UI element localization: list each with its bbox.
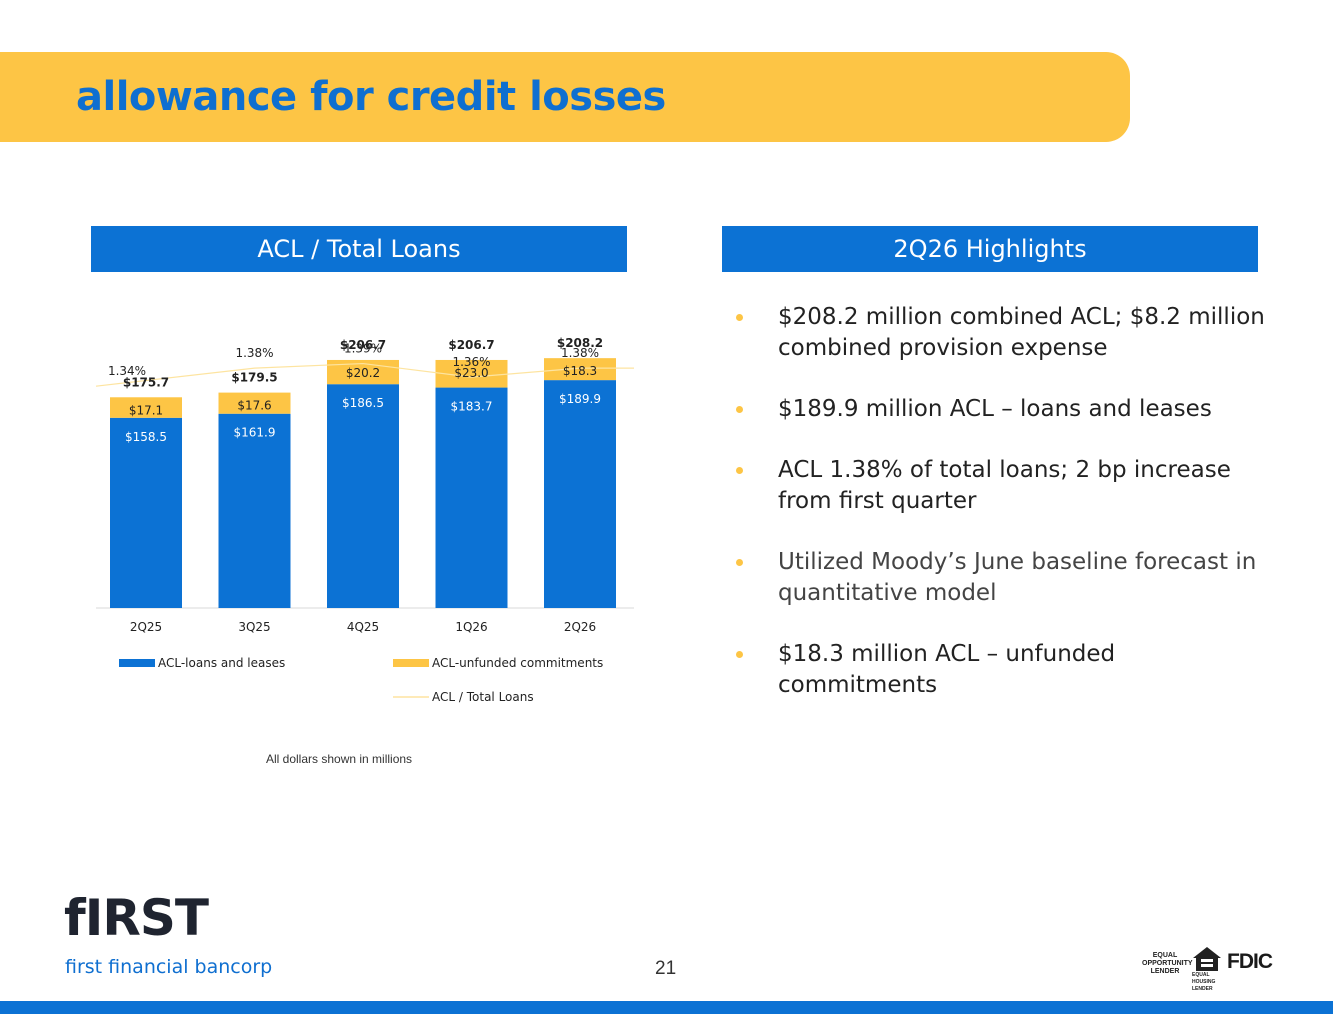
bullet-dot-icon (736, 559, 743, 566)
title-banner (0, 52, 1130, 142)
highlight-text: Utilized Moody’s June baseline forecast … (778, 549, 1257, 606)
highlight-item: Utilized Moody’s June baseline forecast … (732, 547, 1272, 609)
data-label-total: $208.2 (557, 336, 603, 350)
line-data-label: 1.38% (561, 346, 599, 360)
line-layer (95, 362, 634, 387)
highlight-item: $18.3 million ACL – unfunded commitments (732, 639, 1272, 701)
legend-label-acl-ratio: ACL / Total Loans (432, 690, 534, 704)
labels-layer: $158.5 $17.1 $175.7 2Q25 $161.9 $17.6 $179.5 3Q… (108, 336, 603, 634)
bar-acl-unfunded (544, 358, 616, 381)
legend-label-acl-unfunded: ACL-unfunded commitments (432, 656, 603, 670)
x-tick-label: 2Q26 (564, 620, 596, 634)
data-label-acl-loans: $189.9 (559, 392, 601, 406)
highlights-panel-header: 2Q26 Highlights (722, 226, 1258, 272)
highlight-item: ACL 1.38% of total loans; 2 bp increase … (732, 455, 1272, 517)
highlight-text: ACL 1.38% of total loans; 2 bp increase … (778, 457, 1231, 514)
legend-swatch-acl-unfunded (393, 659, 429, 667)
bullet-dot-icon (736, 467, 743, 474)
x-tick-label: 3Q25 (238, 620, 270, 634)
bar-acl-loans (435, 387, 508, 608)
data-label-acl-loans: $186.5 (342, 396, 384, 410)
bar-acl-loans (110, 417, 182, 608)
bar-acl-loans (544, 380, 616, 608)
data-label-acl-loans: $161.9 (234, 426, 276, 440)
company-logo: fIRST (64, 889, 209, 947)
bullet-dot-icon (736, 651, 743, 658)
equal-housing-icon (1193, 947, 1221, 971)
page-number: 21 (655, 958, 677, 979)
equal-opportunity-lender-badge: EQUAL OPPORTUNITY LENDER (1142, 952, 1193, 975)
data-label-acl-unfunded: $20.2 (346, 366, 380, 380)
regulatory-badges: EQUAL OPPORTUNITY LENDER EQUAL HOUSING L… (1142, 944, 1273, 992)
line-data-label: 1.34% (108, 364, 146, 378)
highlight-item: $208.2 million combined ACL; $8.2 millio… (732, 302, 1272, 364)
data-label-acl-unfunded: $17.1 (129, 403, 163, 417)
chart-panel-header: ACL / Total Loans (91, 226, 627, 272)
chart-footnote: All dollars shown in millions (266, 752, 413, 766)
x-tick-label: 4Q25 (347, 620, 379, 634)
highlight-text: $208.2 million combined ACL; $8.2 millio… (778, 304, 1265, 361)
legend-swatch-acl-loans (119, 659, 155, 667)
highlights-list: $208.2 million combined ACL; $8.2 millio… (732, 302, 1272, 731)
bar-acl-unfunded (110, 397, 182, 418)
highlight-text: $18.3 million ACL – unfunded commitments (778, 641, 1116, 698)
x-tick-label: 2Q25 (130, 620, 162, 634)
equal-housing-lender-label: EQUAL HOUSING LENDER (1192, 972, 1216, 992)
line-data-label: 1.39% (344, 342, 382, 356)
data-label-acl-loans: $158.5 (125, 430, 167, 444)
line-acl-ratio (95, 362, 634, 387)
data-label-total: $206.7 (448, 338, 494, 352)
highlight-item: $189.9 million ACL – loans and leases (732, 394, 1272, 425)
data-label-acl-unfunded: $17.6 (237, 399, 271, 413)
data-label-acl-unfunded: $23.0 (454, 366, 488, 380)
x-tick-label: 1Q26 (455, 620, 487, 634)
acl-chart: $158.5 $17.1 $175.7 2Q25 $161.9 $17.6 $179.5 3Q… (95, 336, 634, 704)
bar-acl-unfunded (218, 392, 291, 414)
line-data-label: 1.36% (452, 355, 490, 369)
data-label-total: $175.7 (123, 375, 169, 389)
company-name: first financial bancorp (65, 956, 273, 978)
page-title: allowance for credit losses (76, 74, 666, 120)
data-label-total: $206.7 (340, 338, 386, 352)
bullet-dot-icon (736, 314, 743, 321)
bottom-bar (0, 1001, 1333, 1014)
highlight-text: $189.9 million ACL – loans and leases (778, 396, 1212, 422)
legend-label-acl-loans: ACL-loans and leases (158, 656, 285, 670)
data-label-acl-loans: $183.7 (451, 400, 493, 414)
bar-acl-loans (327, 384, 399, 608)
bar-acl-loans (218, 413, 291, 608)
fdic-badge: FDIC (1227, 950, 1273, 973)
data-label-acl-unfunded: $18.3 (563, 364, 597, 378)
bullet-dot-icon (736, 406, 743, 413)
legend-layer: ACL-loans and leases ACL-unfunded commitm… (119, 656, 603, 704)
line-data-label: 1.38% (235, 346, 273, 360)
data-label-total: $179.5 (231, 371, 277, 385)
